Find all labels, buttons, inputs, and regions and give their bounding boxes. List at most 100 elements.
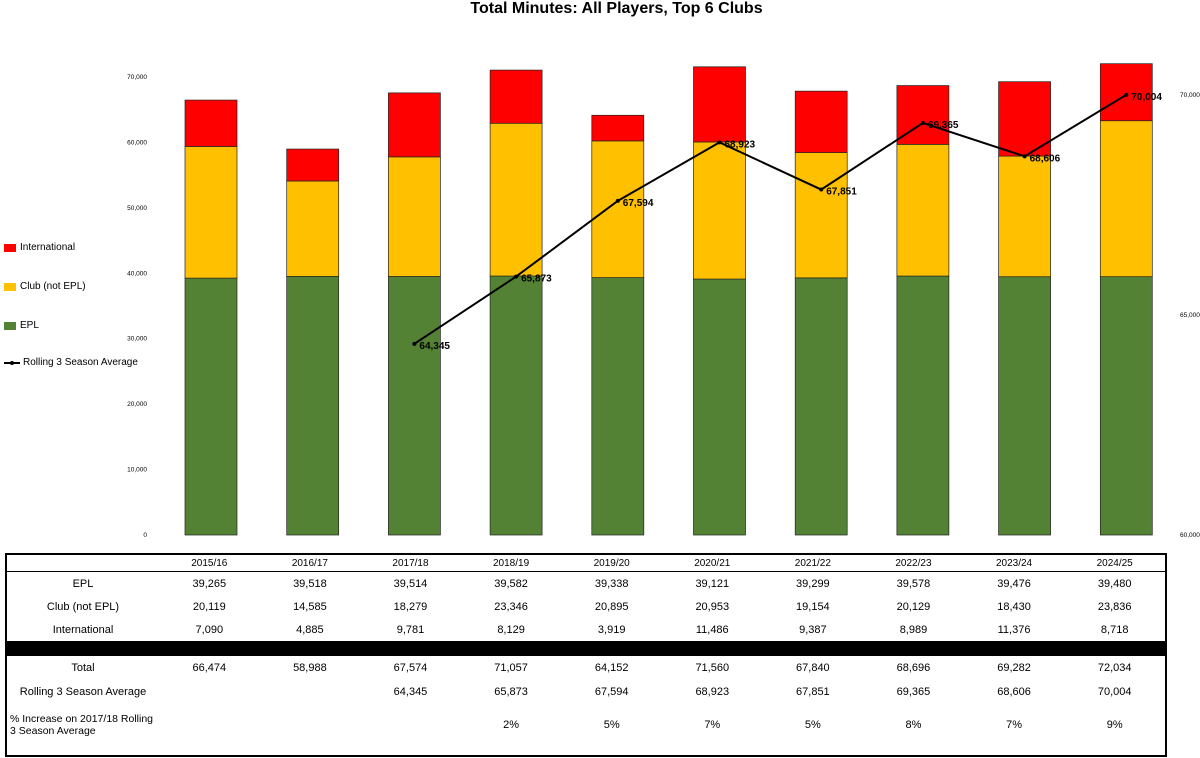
- bar-segment: [388, 276, 441, 536]
- bar-segment: [1099, 120, 1153, 278]
- bar-segment: [489, 69, 543, 124]
- rolling-average-data-label: 65,873: [521, 274, 552, 285]
- table-cell: [159, 641, 260, 656]
- table-cell: 67,574: [393, 662, 428, 674]
- bar-segment: [1099, 276, 1153, 536]
- table-cell: 2015/16: [159, 555, 260, 572]
- table-cell: 7%: [704, 719, 721, 731]
- table-cell: 20,119: [192, 600, 226, 613]
- y-tick-label: 20,000: [127, 401, 147, 408]
- table-cell: 7,090: [195, 623, 224, 636]
- table-row-label: International: [52, 623, 114, 636]
- table-cell: 68,696: [896, 662, 931, 674]
- legend-rolling: Rolling 3 Season Average: [4, 357, 138, 369]
- table-cell: 69,365: [896, 686, 931, 698]
- table-cell: 58,988: [293, 662, 327, 674]
- table-cell: 8,718: [1100, 623, 1129, 636]
- data-table: 2015/16 2016/17 2017/18 2018/19 2019/20 2020/…: [7, 555, 1165, 746]
- table-cell: [762, 641, 864, 656]
- table-cell: [360, 704, 461, 746]
- table-row-label: [7, 555, 159, 572]
- table-cell: 2024/25: [1064, 555, 1165, 572]
- table-cell: [1064, 641, 1165, 656]
- table-cell: 68,923: [695, 686, 730, 698]
- table-cell: 23,346: [494, 600, 528, 613]
- legend-club: Club (not EPL): [4, 281, 86, 293]
- table-cell: 71,560: [695, 662, 730, 674]
- table-cell: [360, 641, 461, 656]
- rolling-average-data-label: 68,606: [1030, 153, 1061, 164]
- table-separator: [7, 641, 1165, 656]
- table-cell: 2%: [503, 719, 520, 731]
- table-row-label: EPL: [72, 577, 94, 590]
- table-cell: 18,279: [393, 600, 428, 613]
- table-cell: 39,578: [896, 577, 931, 590]
- rolling-average-data-label: 69,365: [928, 120, 959, 131]
- table-cell: 39,299: [796, 577, 830, 590]
- bar-segment: [388, 156, 441, 277]
- rolling-average-point: [717, 140, 722, 145]
- table-cell: 8,989: [899, 623, 928, 636]
- legend-swatch-international: [4, 244, 16, 252]
- table-row-label: Rolling 3 Season Average: [19, 686, 147, 698]
- table-cell: 3,919: [597, 623, 626, 636]
- table-cell: 64,152: [594, 662, 629, 674]
- y-tick-label: 0: [143, 532, 147, 539]
- legend-label-epl: EPL: [20, 320, 39, 331]
- table-cell: 39,514: [393, 577, 428, 590]
- bar-segment: [998, 276, 1051, 536]
- chart-title: Total Minutes: All Players, Top 6 Clubs: [470, 0, 763, 17]
- legend-swatch-epl: [4, 322, 16, 330]
- table-cell: 2020/21: [661, 555, 763, 572]
- table-cell: [863, 641, 964, 656]
- table-cell: 39,518: [293, 577, 327, 590]
- legend-swatch-rolling: [4, 357, 20, 369]
- y-tick-label: 60,000: [127, 139, 147, 146]
- table-row-pct: % Increase on 2017/18 Rolling 3 Season A…: [7, 704, 1165, 746]
- table-cell: 39,338: [594, 577, 629, 590]
- table-cell: 39,121: [695, 577, 730, 590]
- table-cell: 2023/24: [963, 555, 1065, 572]
- bar-segment: [184, 99, 238, 147]
- table-cell: 14,585: [293, 600, 327, 613]
- bar-segment: [794, 277, 848, 536]
- y-tick-label: 40,000: [127, 270, 147, 277]
- table-cell: 5%: [804, 719, 821, 731]
- table-cell: 67,594: [594, 686, 629, 698]
- table-cell: [260, 680, 361, 704]
- table-cell: 8,129: [497, 623, 525, 636]
- bar-segment: [591, 140, 645, 278]
- table-cell: 69,282: [997, 662, 1031, 674]
- table-cell: 20,895: [594, 600, 629, 613]
- table-cell: [561, 641, 662, 656]
- y2-tick-label: 60,000: [1180, 532, 1200, 539]
- table-cell: 67,840: [796, 662, 830, 674]
- bar-segment: [693, 141, 746, 280]
- table-cell: 19,154: [796, 600, 830, 613]
- table-cell: 70,004: [1097, 686, 1132, 698]
- table-cell: 4,885: [296, 623, 324, 636]
- table-cell: 11,376: [997, 623, 1031, 636]
- table-cell: 2019/20: [561, 555, 662, 572]
- table-cell: [460, 641, 562, 656]
- rolling-average-data-label: 70,004: [1131, 92, 1162, 103]
- stacked-bar-chart: 0 10,000 20,000 30,000 40,000 50,000 60,000 70,…: [127, 63, 1200, 539]
- table-cell: 71,057: [494, 662, 528, 674]
- table-cell: 8%: [905, 719, 922, 731]
- bar-segment: [286, 276, 340, 536]
- table-cell: 67,851: [796, 686, 830, 698]
- table-cell: 9,387: [799, 623, 827, 636]
- rolling-average-data-label: 67,851: [826, 187, 857, 198]
- legend-label-club: Club (not EPL): [20, 281, 86, 292]
- data-table-container: 2015/16 2016/17 2017/18 2018/19 2019/20 2020/…: [5, 553, 1167, 757]
- bar-segment: [286, 180, 340, 277]
- bar-segment: [998, 155, 1051, 278]
- bar-segment: [794, 152, 848, 279]
- table-cell: 2018/19: [460, 555, 562, 572]
- table-cell: 9,781: [396, 623, 425, 636]
- y2-tick-label: 70,000: [1180, 92, 1200, 99]
- rolling-average-data-label: 67,594: [623, 198, 654, 209]
- bar-segment: [896, 143, 950, 277]
- table-cell: 66,474: [192, 662, 227, 674]
- table-cell: 2016/17: [259, 555, 361, 572]
